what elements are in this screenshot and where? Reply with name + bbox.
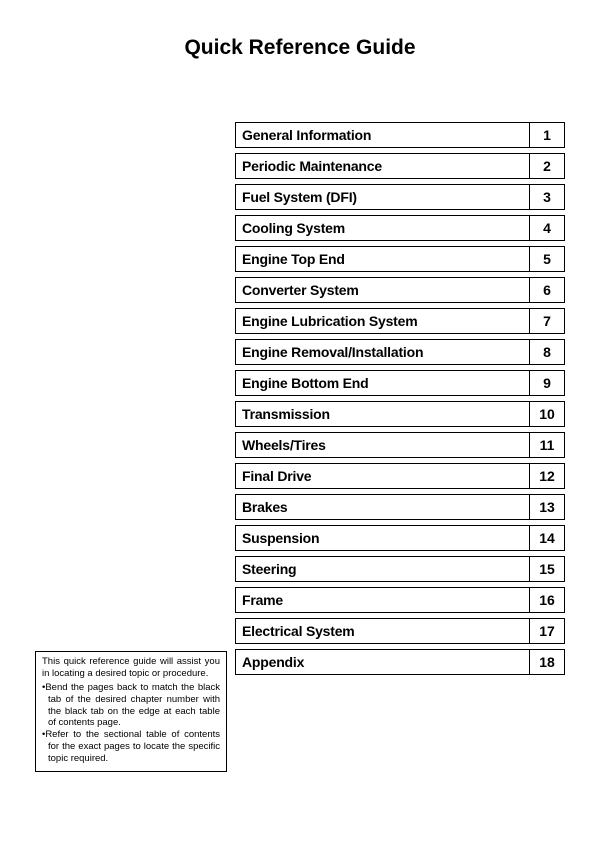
toc-label: Cooling System [236, 216, 529, 240]
toc-label: Engine Removal/Installation [236, 340, 529, 364]
toc-number: 3 [529, 185, 564, 209]
toc-row: Brakes 13 [235, 494, 565, 520]
toc-label: Converter System [236, 278, 529, 302]
toc-label: Transmission [236, 402, 529, 426]
toc-label: Brakes [236, 495, 529, 519]
toc-label: General Information [236, 123, 529, 147]
toc-row: Wheels/Tires 11 [235, 432, 565, 458]
toc-label: Suspension [236, 526, 529, 550]
toc-row: Fuel System (DFI) 3 [235, 184, 565, 210]
toc-number: 10 [529, 402, 564, 426]
toc-row: Engine Lubrication System 7 [235, 308, 565, 334]
toc-label: Periodic Maintenance [236, 154, 529, 178]
toc-label: Fuel System (DFI) [236, 185, 529, 209]
toc-row: Engine Top End 5 [235, 246, 565, 272]
toc-row: Cooling System 4 [235, 215, 565, 241]
toc-number: 12 [529, 464, 564, 488]
note-box: This quick reference guide will assist y… [35, 651, 227, 772]
toc-number: 18 [529, 650, 564, 674]
note-bullet: •Bend the pages back to match the black … [42, 682, 220, 730]
toc-number: 1 [529, 123, 564, 147]
toc-number: 2 [529, 154, 564, 178]
toc-number: 15 [529, 557, 564, 581]
toc-number: 16 [529, 588, 564, 612]
toc-number: 7 [529, 309, 564, 333]
toc-number: 11 [529, 433, 564, 457]
toc-row: Steering 15 [235, 556, 565, 582]
toc-row: Engine Removal/Installation 8 [235, 339, 565, 365]
page-title: Quick Reference Guide [0, 36, 600, 60]
toc-number: 5 [529, 247, 564, 271]
toc-label: Appendix [236, 650, 529, 674]
toc-row: Converter System 6 [235, 277, 565, 303]
note-intro: This quick reference guide will assist y… [42, 656, 220, 680]
toc-row: Appendix 18 [235, 649, 565, 675]
toc-number: 4 [529, 216, 564, 240]
toc-table: General Information 1 Periodic Maintenan… [235, 122, 565, 680]
toc-label: Engine Lubrication System [236, 309, 529, 333]
toc-label: Frame [236, 588, 529, 612]
toc-row: Engine Bottom End 9 [235, 370, 565, 396]
toc-row: General Information 1 [235, 122, 565, 148]
toc-label: Steering [236, 557, 529, 581]
toc-row: Suspension 14 [235, 525, 565, 551]
toc-row: Frame 16 [235, 587, 565, 613]
toc-row: Final Drive 12 [235, 463, 565, 489]
toc-label: Electrical System [236, 619, 529, 643]
toc-row: Transmission 10 [235, 401, 565, 427]
note-bullet: •Refer to the sectional table of content… [42, 729, 220, 765]
toc-label: Wheels/Tires [236, 433, 529, 457]
toc-label: Engine Top End [236, 247, 529, 271]
toc-label: Engine Bottom End [236, 371, 529, 395]
page: Quick Reference Guide General Informatio… [0, 0, 600, 862]
toc-number: 14 [529, 526, 564, 550]
toc-number: 6 [529, 278, 564, 302]
toc-row: Periodic Maintenance 2 [235, 153, 565, 179]
toc-number: 8 [529, 340, 564, 364]
toc-label: Final Drive [236, 464, 529, 488]
toc-number: 13 [529, 495, 564, 519]
toc-row: Electrical System 17 [235, 618, 565, 644]
toc-number: 9 [529, 371, 564, 395]
toc-number: 17 [529, 619, 564, 643]
